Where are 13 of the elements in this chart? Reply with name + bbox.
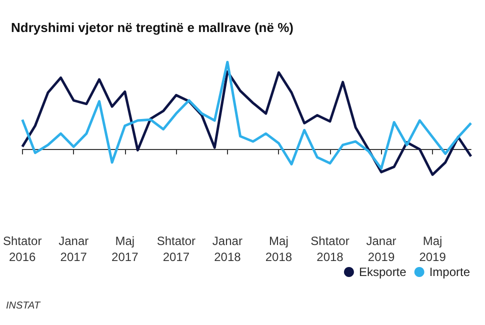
x-tick-label: Maj 2017 — [112, 234, 139, 264]
x-tick-label: Maj 2018 — [265, 234, 292, 264]
x-tick-label: Janar 2018 — [212, 234, 242, 264]
legend-label: Importe — [429, 265, 470, 279]
x-tick-label: Shtator 2018 — [310, 234, 350, 264]
x-tick-label: Shtator 2016 — [2, 234, 42, 264]
x-tick-label: Janar 2019 — [366, 234, 396, 264]
text: INSTAT — [6, 300, 41, 312]
x-tick-label: Maj 2019 — [419, 234, 446, 264]
chart-title: Ndryshimi vjetor në tregtinë e mallrave (në %) — [11, 20, 294, 35]
x-tick-label: Janar 2017 — [58, 234, 89, 264]
x-tick-label: Shtator 2017 — [156, 234, 196, 264]
legend-label: Eksporte — [358, 265, 407, 279]
